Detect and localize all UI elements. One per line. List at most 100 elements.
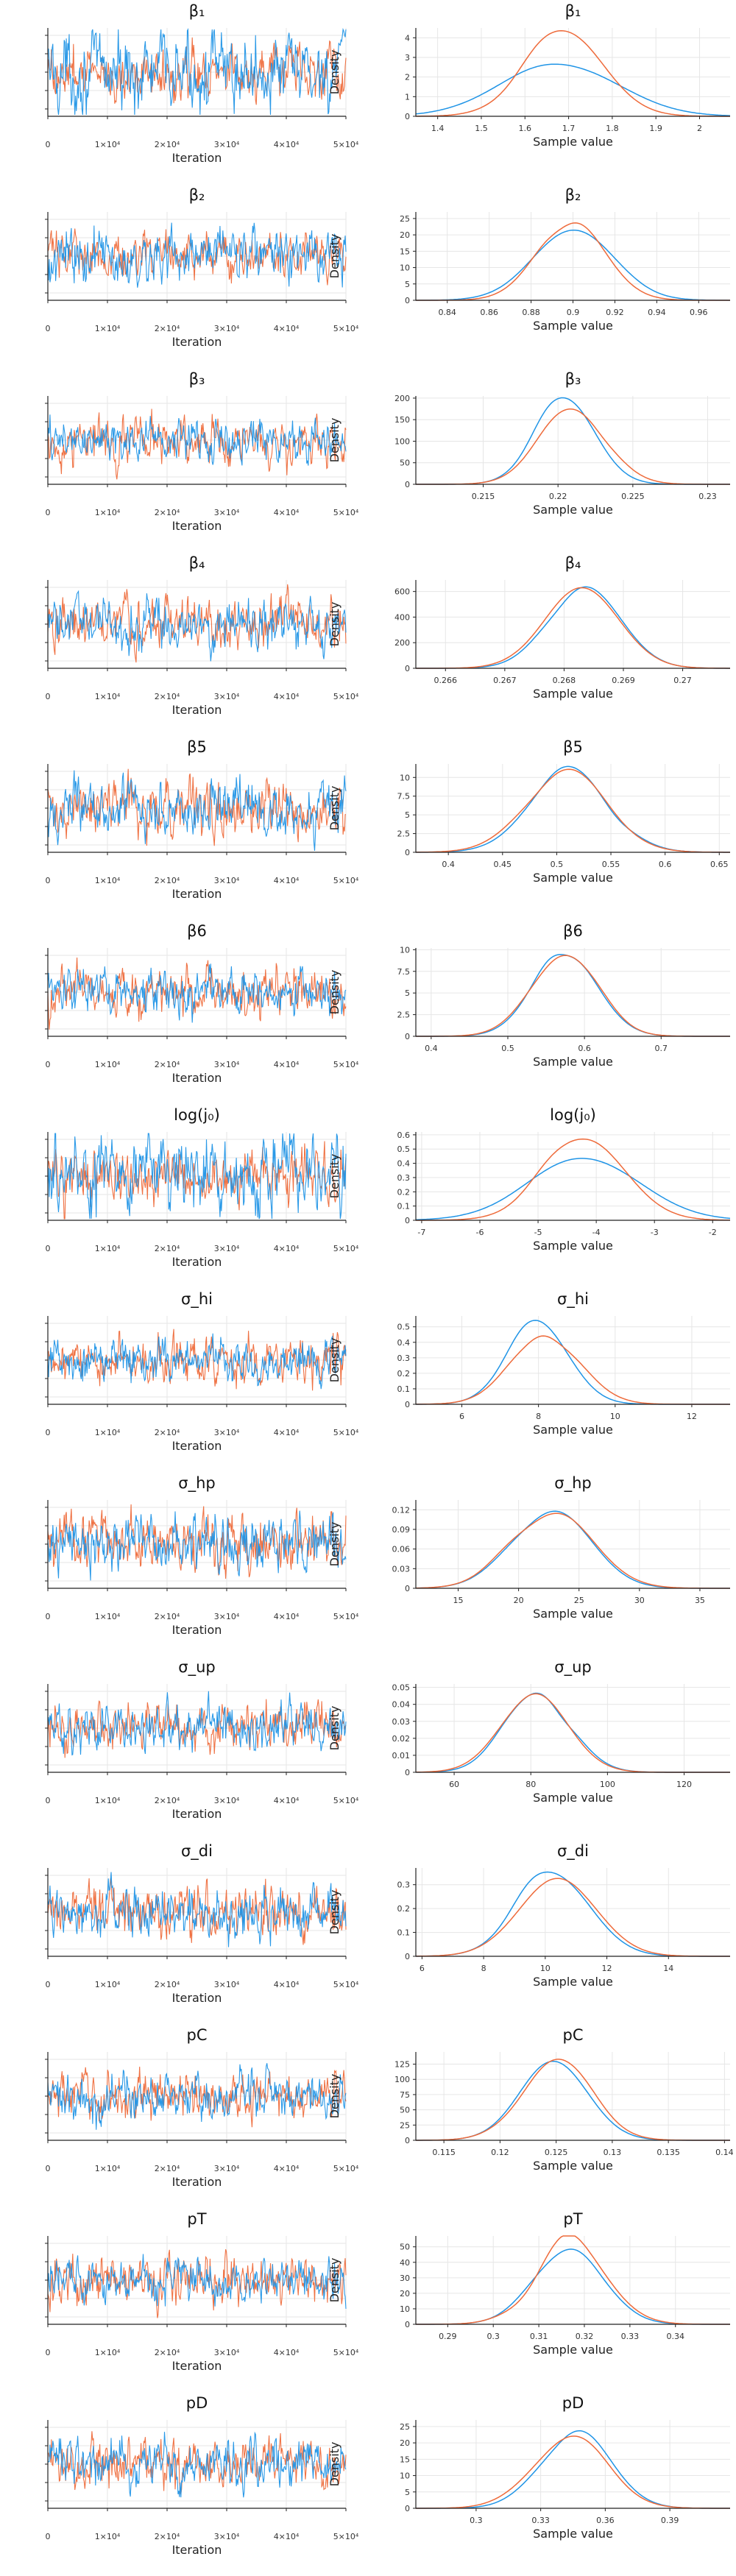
trace-line-chain-2 bbox=[47, 2066, 347, 2128]
trace-x-tick-label: 2×10⁴ bbox=[155, 2164, 180, 2173]
density-y-tick-label: 0 bbox=[405, 2136, 410, 2145]
density-y-tick-label: 0.1 bbox=[397, 1384, 411, 1394]
density-y-axis-label: Density bbox=[328, 2258, 342, 2303]
density-y-tick-label: 0.4 bbox=[397, 1159, 411, 1169]
trace-line-chain-2 bbox=[47, 1328, 347, 1391]
density-x-axis-label: Sample value bbox=[533, 2343, 613, 2357]
density-x-tick-label: 100 bbox=[600, 1780, 615, 1789]
density-y-tick-label: 2.5 bbox=[397, 1011, 411, 1020]
density-x-axis-label: Sample value bbox=[533, 871, 613, 885]
density-y-tick-label: 0.03 bbox=[392, 1564, 411, 1574]
trace-x-tick-label: 4×10⁴ bbox=[274, 1428, 300, 1437]
trace-x-tick-label: 0 bbox=[46, 876, 51, 885]
trace-x-tick-label: 5×10⁴ bbox=[333, 324, 359, 333]
trace-plot: log(j₀) 0 1×10⁴ 2×10⁴ 3×10⁴ 4×10⁴ 5×10⁴ Iterati… bbox=[45, 1106, 359, 1269]
density-y-tick-label: 0.2 bbox=[397, 1369, 411, 1379]
trace-title: σ_di bbox=[181, 1842, 213, 1861]
trace-x-tick-label: 0 bbox=[46, 692, 51, 701]
trace-line-chain-1 bbox=[47, 222, 347, 288]
density-curve-chain-1 bbox=[416, 229, 730, 301]
density-title: β6 bbox=[563, 922, 583, 940]
density-curve-chain-2 bbox=[416, 408, 730, 485]
trace-axes bbox=[47, 2052, 346, 2141]
density-curve-chain-2 bbox=[416, 1138, 730, 1221]
density-x-tick-label: 10 bbox=[540, 1964, 551, 1973]
density-x-tick-label: 0.5 bbox=[501, 1044, 514, 1053]
density-title: β5 bbox=[563, 738, 583, 756]
density-plot: σ_hp 15 20 25 30 35 0 0.03 0.06 0.09 0.12 Sample va… bbox=[328, 1474, 730, 1621]
density-x-tick-label: 0.215 bbox=[472, 492, 495, 501]
trace-x-tick-label: 0 bbox=[46, 2348, 51, 2357]
trace-plot: σ_di 0 1×10⁴ 2×10⁴ 3×10⁴ 4×10⁴ 5×10⁴ Iteration bbox=[45, 1842, 359, 2005]
trace-title: β₁ bbox=[189, 2, 205, 20]
density-y-tick-label: 5 bbox=[405, 988, 410, 998]
trace-x-axis-label: Iteration bbox=[172, 1071, 222, 1085]
density-x-tick-label: 0.5 bbox=[551, 860, 564, 869]
trace-title: σ_hp bbox=[178, 1474, 215, 1493]
density-x-tick-label: -6 bbox=[475, 1228, 484, 1237]
density-y-tick-label: 50 bbox=[400, 459, 410, 468]
density-curve-chain-2 bbox=[416, 2235, 730, 2325]
density-axes bbox=[415, 212, 730, 301]
trace-x-tick-label: 2×10⁴ bbox=[155, 324, 180, 333]
density-y-tick-label: 0.3 bbox=[397, 1354, 411, 1363]
density-x-tick-label: 0.13 bbox=[604, 2148, 622, 2157]
trace-x-tick-label: 0 bbox=[46, 1796, 51, 1805]
density-y-tick-label: 200 bbox=[394, 394, 410, 403]
trace-x-tick-label: 4×10⁴ bbox=[274, 2164, 300, 2173]
trace-x-tick-label: 3×10⁴ bbox=[214, 1428, 240, 1437]
density-y-tick-label: 0 bbox=[405, 848, 410, 857]
density-x-tick-label: 25 bbox=[574, 1596, 584, 1605]
density-x-tick-label: 35 bbox=[695, 1596, 705, 1605]
density-x-tick-label: 0.39 bbox=[661, 2516, 679, 2525]
density-title: pT bbox=[563, 2210, 582, 2228]
density-y-tick-label: 2 bbox=[405, 73, 410, 82]
density-axes bbox=[415, 1132, 730, 1221]
density-plot: σ_di 6 8 10 12 14 0 0.1 0.2 0.3 Sample value Densit… bbox=[328, 1842, 730, 1989]
density-curve-chain-2 bbox=[416, 768, 730, 853]
density-x-tick-label: 0.86 bbox=[480, 308, 498, 317]
density-y-tick-label: 15 bbox=[400, 2455, 410, 2464]
density-x-tick-label: -5 bbox=[534, 1228, 542, 1237]
trace-x-tick-label: 1×10⁴ bbox=[95, 1244, 121, 1253]
density-curve-chain-1 bbox=[415, 1158, 731, 1220]
density-x-axis-label: Sample value bbox=[533, 503, 613, 517]
trace-x-tick-label: 2×10⁴ bbox=[155, 1244, 180, 1253]
trace-x-tick-label: 0 bbox=[46, 1244, 51, 1253]
density-x-tick-label: 15 bbox=[453, 1596, 463, 1605]
density-x-axis-label: Sample value bbox=[533, 1239, 613, 1253]
density-y-tick-label: 200 bbox=[394, 638, 410, 648]
density-y-tick-label: 40 bbox=[400, 2258, 410, 2268]
density-y-tick-label: 0 bbox=[405, 1584, 410, 1593]
trace-axes bbox=[47, 948, 346, 1037]
trace-line-chain-1 bbox=[47, 2063, 347, 2130]
trace-x-tick-label: 3×10⁴ bbox=[214, 1060, 240, 1069]
density-x-tick-label: 80 bbox=[526, 1780, 536, 1789]
trace-plot: β₂ 0 1×10⁴ 2×10⁴ 3×10⁴ 4×10⁴ 5×10⁴ Iteration bbox=[45, 186, 359, 349]
trace-x-tick-label: 4×10⁴ bbox=[274, 508, 300, 517]
density-x-tick-label: 0.269 bbox=[612, 676, 635, 685]
parameter-row-5: β6 0 1×10⁴ 2×10⁴ 3×10⁴ 4×10⁴ 5×10⁴ Iteration β6 0… bbox=[45, 922, 730, 1085]
density-y-tick-label: 10 bbox=[400, 2471, 410, 2481]
trace-axes bbox=[47, 1868, 346, 1957]
parameter-row-11: pC 0 1×10⁴ 2×10⁴ 3×10⁴ 4×10⁴ 5×10⁴ Iteration pC 0… bbox=[45, 2026, 734, 2189]
density-y-tick-label: 5 bbox=[405, 810, 410, 820]
density-curve-chain-2 bbox=[416, 1878, 730, 1957]
trace-x-tick-label: 2×10⁴ bbox=[155, 140, 180, 149]
density-y-tick-label: 25 bbox=[400, 214, 410, 224]
density-x-tick-label: 1.5 bbox=[475, 124, 488, 133]
density-plot: β5 0.4 0.45 0.5 0.55 0.6 0.65 0 2.5 5 7.5 10 Sample … bbox=[328, 738, 730, 885]
trace-x-axis-label: Iteration bbox=[172, 1991, 222, 2005]
density-x-tick-label: 0.96 bbox=[690, 308, 708, 317]
density-x-tick-label: 0.3 bbox=[486, 2332, 500, 2341]
trace-x-tick-label: 5×10⁴ bbox=[333, 876, 359, 885]
density-y-axis-label: Density bbox=[328, 234, 342, 279]
density-y-tick-label: 5 bbox=[405, 2488, 410, 2497]
density-x-tick-label: 0.266 bbox=[434, 676, 458, 685]
trace-x-tick-label: 4×10⁴ bbox=[274, 1796, 300, 1805]
trace-x-tick-label: 1×10⁴ bbox=[95, 2532, 121, 2541]
density-title: σ_hi bbox=[557, 1290, 589, 1309]
density-y-tick-label: 7.5 bbox=[397, 967, 411, 977]
trace-plot: β₃ 0 1×10⁴ 2×10⁴ 3×10⁴ 4×10⁴ 5×10⁴ Iteration bbox=[45, 370, 359, 533]
density-y-tick-label: 0.5 bbox=[397, 1323, 411, 1332]
